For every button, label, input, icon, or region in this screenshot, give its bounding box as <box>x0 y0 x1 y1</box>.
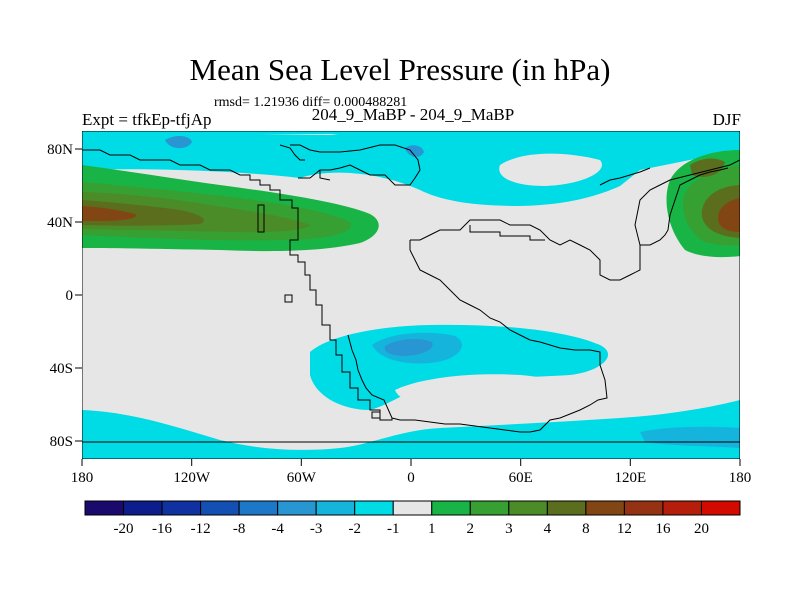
x-tick-label: 60W <box>287 470 317 486</box>
x-tick-label: 120W <box>173 470 211 486</box>
colorbar-swatch <box>84 500 125 516</box>
colorbar-swatch <box>161 500 202 516</box>
colorbar-swatch <box>431 500 471 516</box>
colorbar-swatch <box>546 500 587 516</box>
contour-antarctic-blue <box>640 426 740 448</box>
colorbar-label: -2 <box>348 521 361 537</box>
contour-north-blue-patch <box>165 136 192 149</box>
colorbar-swatch <box>469 500 510 516</box>
x-tick-label: 180 <box>729 470 752 486</box>
contour-pacific-core <box>82 206 136 221</box>
colorbar-swatch <box>200 500 240 516</box>
x-tick-label: 120E <box>614 470 646 486</box>
colorbar-swatch <box>238 500 279 516</box>
colorbar-label: -20 <box>114 521 134 537</box>
colorbar-label: -8 <box>233 521 246 537</box>
stats-label: rmsd= 1.21936 diff= 0.000488281 <box>214 95 408 110</box>
x-axis-labels: 180 120W 60W 0 60E 120E 180 <box>71 470 752 486</box>
colorbar-label: 8 <box>582 521 590 537</box>
axis-ticks <box>75 148 741 466</box>
colorbar-swatch <box>392 500 433 516</box>
y-tick-label: 40N <box>47 215 73 231</box>
contour-south-blue-core <box>384 338 433 356</box>
y-tick-label: 80N <box>47 142 73 158</box>
colorbar-label: 2 <box>467 521 475 537</box>
contour-north-gray-patch <box>499 153 602 186</box>
colorbar <box>84 500 741 516</box>
colorbar-labels: -20 -16 -12 -8 -4 -3 -2 -1 1 2 3 4 8 12 16 20 <box>114 521 709 537</box>
contour-wpac-core <box>718 198 740 232</box>
colorbar-swatch <box>508 500 548 516</box>
x-tick-label: 0 <box>407 470 415 486</box>
y-axis-labels: 80N 40N 0 40S 80S <box>47 142 73 450</box>
colorbar-swatch <box>354 500 394 516</box>
contour-north-blue-patch-2 <box>405 145 424 157</box>
coastlines <box>82 144 740 443</box>
contour-south-gray-patch <box>395 374 576 414</box>
colorbar-label: 1 <box>428 521 436 537</box>
y-tick-label: 40S <box>50 361 73 377</box>
colorbar-swatch <box>623 500 664 516</box>
colorbar-label: -12 <box>191 521 211 537</box>
contour-antarctic-cyan <box>82 400 740 459</box>
colorbar-swatch <box>315 500 356 516</box>
colorbar-label: 20 <box>694 521 709 537</box>
colorbar-label: -1 <box>387 521 400 537</box>
experiment-label: Expt = tfkEp-tfjAp <box>82 110 212 129</box>
colorbar-label: 4 <box>544 521 552 537</box>
y-tick-label: 80S <box>50 434 73 450</box>
colorbar-label: 16 <box>655 521 671 537</box>
map-title: Mean Sea Level Pressure (in hPa) <box>189 52 611 87</box>
colorbar-label: 3 <box>505 521 513 537</box>
colorbar-swatch <box>277 500 317 516</box>
colorbar-label: -3 <box>310 521 323 537</box>
y-tick-label: 0 <box>66 288 74 304</box>
x-tick-label: 180 <box>71 470 94 486</box>
colorbar-swatch <box>700 500 741 516</box>
contour-wpac-brown-2 <box>690 158 725 177</box>
colorbar-swatch <box>662 500 702 516</box>
contour-map <box>82 131 740 459</box>
colorbar-swatch <box>123 500 163 516</box>
season-label: DJF <box>712 110 741 129</box>
x-tick-label: 60E <box>509 470 533 486</box>
colorbar-label: 12 <box>617 521 632 537</box>
colorbar-label: -16 <box>152 521 172 537</box>
comparison-label: 204_9_MaBP - 204_9_MaBP <box>311 105 515 124</box>
contour-north-cyan-2 <box>82 135 740 206</box>
colorbar-label: -4 <box>271 521 284 537</box>
colorbar-swatch <box>585 500 625 516</box>
